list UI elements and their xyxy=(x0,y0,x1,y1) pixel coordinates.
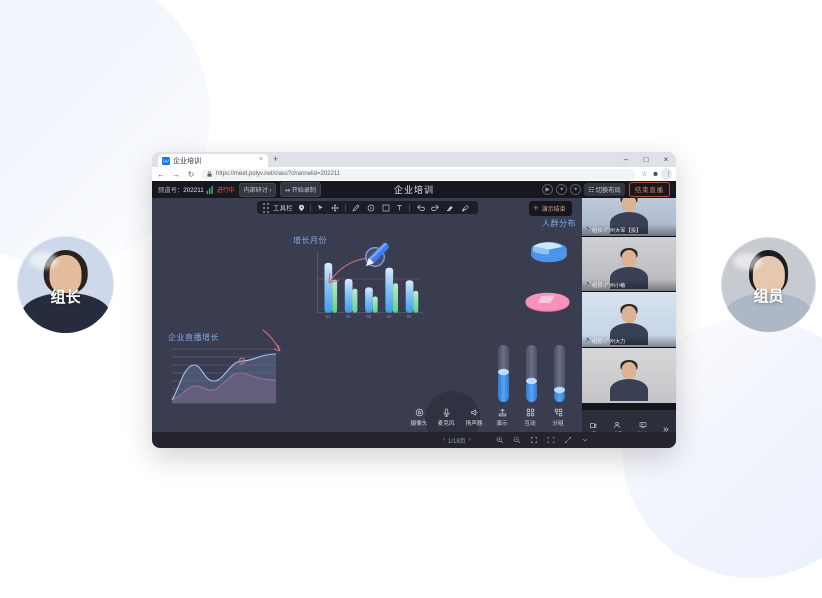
svg-text:03: 03 xyxy=(366,314,371,319)
svg-text:05: 05 xyxy=(407,314,412,319)
svg-text:02: 02 xyxy=(346,314,351,319)
svg-text:04: 04 xyxy=(387,314,392,319)
svg-text:01: 01 xyxy=(326,314,331,319)
